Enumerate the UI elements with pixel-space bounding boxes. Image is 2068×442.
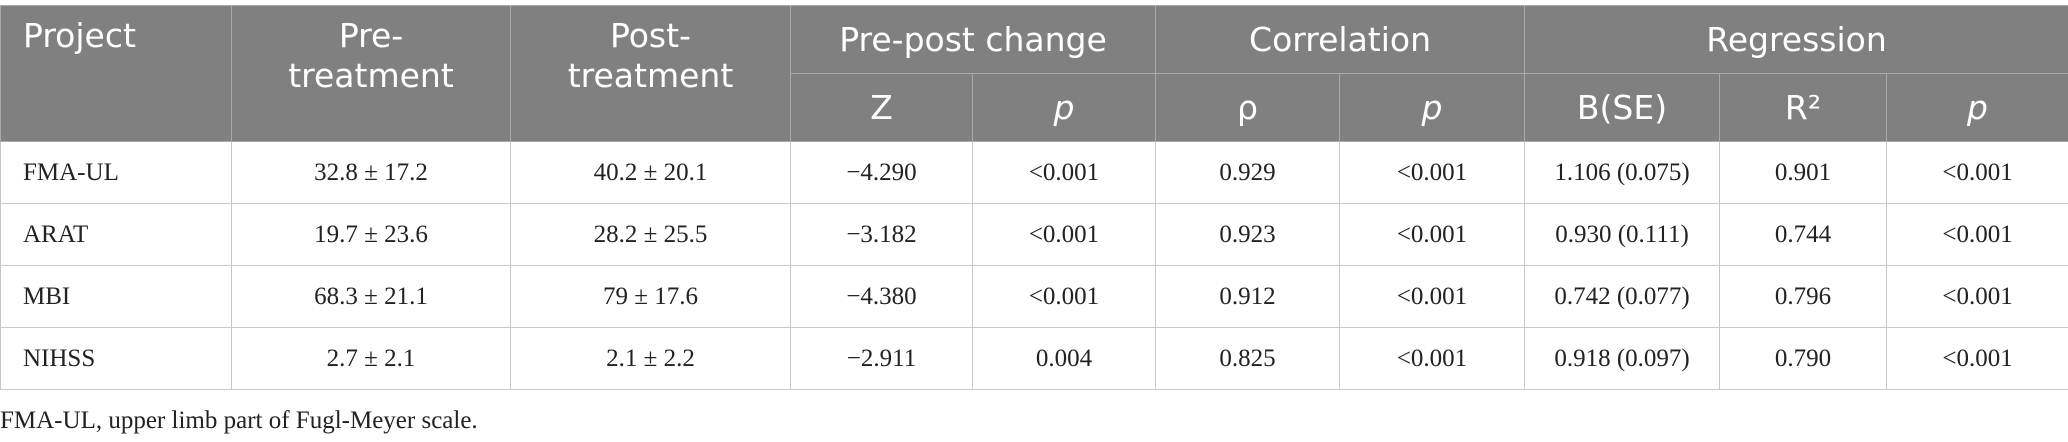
table-cell: 68.3 ± 21.1 xyxy=(231,265,511,328)
header-cell: p xyxy=(971,73,1157,142)
table-cell: −3.182 xyxy=(790,203,973,266)
table-cell: −4.290 xyxy=(790,141,973,204)
table-cell: <0.001 xyxy=(1886,203,2068,266)
table-cell: 1.106 (0.075) xyxy=(1524,141,1721,204)
table-cell: ARAT xyxy=(0,203,232,266)
table-cell: 32.8 ± 17.2 xyxy=(231,141,511,204)
table-cell: 19.7 ± 23.6 xyxy=(231,203,511,266)
table-cell: <0.001 xyxy=(971,265,1157,328)
table-cell: 0.923 xyxy=(1155,203,1341,266)
table-cell: MBI xyxy=(0,265,232,328)
header-cell: Pre-post change xyxy=(789,5,1157,74)
table-row: MBI 68.3 ± 21.1 79 ± 17.6 −4.380 <0.001 0.912… xyxy=(0,265,2068,328)
header-cell: ρ xyxy=(1155,73,1341,142)
header-cell: Project xyxy=(0,5,232,142)
table-cell: <0.001 xyxy=(971,203,1157,266)
table-cell: <0.001 xyxy=(1339,203,1526,266)
table-cell: 0.004 xyxy=(971,327,1157,390)
table-cell: <0.001 xyxy=(971,141,1157,204)
table-cell: 2.1 ± 2.2 xyxy=(510,327,791,390)
header-cell: B(SE) xyxy=(1524,73,1721,142)
table-cell: NIHSS xyxy=(0,327,232,390)
table-cell: 28.2 ± 25.5 xyxy=(510,203,791,266)
table-cell: <0.001 xyxy=(1886,141,2068,204)
header-cell: Post-treatment xyxy=(510,5,791,142)
table-cell: <0.001 xyxy=(1339,327,1526,390)
table-cell: <0.001 xyxy=(1886,327,2068,390)
header-cell: Regression xyxy=(1524,5,2068,74)
header-text: Pre-treatment xyxy=(288,16,454,95)
table-cell: 79 ± 17.6 xyxy=(510,265,791,328)
table-cell: 40.2 ± 20.1 xyxy=(510,141,791,204)
footnote: FMA-UL, upper limb part of Fugl-Meyer sc… xyxy=(0,407,478,434)
table-cell: <0.001 xyxy=(1339,265,1526,328)
header-cell: p xyxy=(1886,73,2068,142)
table-cell: 0.930 (0.111) xyxy=(1524,203,1721,266)
table-cell: 0.825 xyxy=(1155,327,1341,390)
header-cell: Correlation xyxy=(1155,5,1526,74)
table-row: FMA-UL 32.8 ± 17.2 40.2 ± 20.1 −4.290 <0.001… xyxy=(0,141,2068,204)
table-cell: <0.001 xyxy=(1339,141,1526,204)
header-cell: R² xyxy=(1719,73,1888,142)
table-cell: 0.744 xyxy=(1719,203,1888,266)
table-row: ARAT 19.7 ± 23.6 28.2 ± 25.5 −3.182 <0.001 0.… xyxy=(0,203,2068,266)
table-cell: 0.918 (0.097) xyxy=(1524,327,1721,390)
results-table: Project Pre-treatment Post-treatment Pre… xyxy=(0,5,2068,390)
header-cell: Pre-treatment xyxy=(231,5,511,142)
table-body: FMA-UL 32.8 ± 17.2 40.2 ± 20.1 −4.290 <0.001… xyxy=(0,141,2068,390)
table-cell: 0.912 xyxy=(1155,265,1341,328)
table-cell: <0.001 xyxy=(1886,265,2068,328)
table-cell: FMA-UL xyxy=(0,141,232,204)
header-text: Post-treatment xyxy=(567,16,734,95)
table-cell: −2.911 xyxy=(790,327,973,390)
table-cell: 0.790 xyxy=(1719,327,1888,390)
header-cell: p xyxy=(1339,73,1526,142)
table-cell: 2.7 ± 2.1 xyxy=(231,327,511,390)
table-row: NIHSS 2.7 ± 2.1 2.1 ± 2.2 −2.911 0.004 0.825 <… xyxy=(0,327,2068,390)
table-cell: 0.929 xyxy=(1155,141,1341,204)
table-cell: 0.796 xyxy=(1719,265,1888,328)
table-cell: −4.380 xyxy=(790,265,973,328)
table-cell: 0.901 xyxy=(1719,141,1888,204)
table-cell: 0.742 (0.077) xyxy=(1524,265,1721,328)
header-cell: Z xyxy=(790,73,973,142)
